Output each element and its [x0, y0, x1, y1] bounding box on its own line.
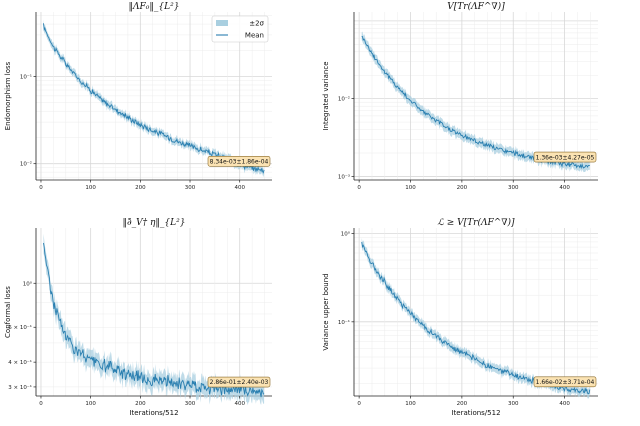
x-tick-label: 200 — [457, 185, 468, 191]
y-tick-label: 10⁻¹ — [20, 74, 32, 81]
x-tick-label: 300 — [185, 185, 196, 191]
x-tick-label: 200 — [457, 401, 468, 407]
y-axis-label: Endomorphism loss — [4, 61, 12, 130]
mean-line — [43, 242, 265, 398]
legend-label-band: ±2σ — [249, 20, 264, 28]
final-value-label: 1.66e-02±3.71e-04 — [536, 379, 595, 386]
final-value-box — [533, 151, 597, 163]
panel-title: ‖∂̄_V† η‖_{L²} — [123, 218, 186, 228]
y-tick-label: 10⁻³ — [338, 173, 350, 180]
x-tick-label: 100 — [405, 185, 416, 191]
band-2sigma — [361, 238, 590, 399]
panel-title: V[Tr(ΛF^∇)] — [447, 1, 505, 12]
y-axis-label: Integrated variance — [322, 61, 330, 130]
x-tick-label: 200 — [135, 185, 146, 191]
final-value-label: 2.86e-01±2.40e-03 — [210, 379, 269, 386]
panel-title: ‖ΛF₀‖_{L²} — [129, 2, 180, 12]
legend-label-mean: Mean — [245, 32, 264, 40]
y-tick-label: 3 × 10⁻¹ — [8, 384, 32, 391]
x-tick-label: 100 — [405, 401, 416, 407]
x-axis-label: Iterations/512 — [129, 409, 178, 417]
y-tick-label: 10⁻² — [20, 161, 32, 168]
final-value-label: 1.36e-03±4.27e-05 — [536, 154, 595, 161]
x-tick-label: 100 — [85, 185, 96, 191]
y-axis-label: Conformal loss — [4, 286, 12, 338]
y-tick-label: 10⁻¹ — [338, 319, 350, 326]
panel-integrated-variance: 0 100 200 300 400 10⁻³ 10⁻² V[Tr(ΛF^∇)] Integrat… — [322, 1, 598, 191]
final-value-box — [207, 376, 271, 388]
x-tick-label: 0 — [357, 185, 361, 191]
y-tick-label: 10⁰ — [23, 280, 33, 287]
band-2sigma — [361, 31, 590, 173]
panel-endomorphism-loss: 0 100 200 300 400 10⁻² 10⁻¹ ‖ΛF₀‖_{L²} Endomorph… — [4, 2, 272, 191]
x-tick-label: 300 — [508, 185, 519, 191]
x-tick-label: 100 — [85, 401, 96, 407]
y-tick-label: 4 × 10⁻¹ — [8, 359, 32, 366]
final-value-label: 8.34e-03±1.86e-04 — [210, 158, 269, 165]
x-tick-label: 200 — [135, 401, 146, 407]
x-tick-label: 0 — [357, 401, 361, 407]
y-axis-label: Variance upper bound — [322, 273, 330, 350]
x-tick-label: 0 — [39, 185, 43, 191]
panel-title: ℒ ≥ V[Tr(ΛF^∇)] — [437, 217, 515, 228]
x-tick-label: 0 — [39, 401, 43, 407]
x-axis-label: Iterations/512 — [451, 409, 500, 417]
y-tick-label: 10⁻² — [338, 96, 350, 103]
x-tick-label: 400 — [559, 401, 570, 407]
mean-line — [361, 242, 591, 395]
legend-band-swatch — [216, 20, 228, 26]
band-2sigma — [43, 19, 265, 177]
mean-line — [43, 23, 265, 174]
x-tick-label: 400 — [234, 185, 245, 191]
y-tick-label: 10⁰ — [341, 230, 351, 237]
y-tick-label: 6 × 10⁻¹ — [8, 324, 32, 331]
x-tick-label: 300 — [508, 401, 519, 407]
final-value-box — [207, 155, 271, 167]
x-tick-label: 300 — [185, 401, 196, 407]
x-tick-label: 400 — [234, 401, 245, 407]
x-tick-label: 400 — [559, 185, 570, 191]
final-value-box — [533, 376, 597, 388]
panel-conformal-loss: 0 100 200 300 400 3 × 10⁻¹ 4 × 10⁻¹ 6 × 10⁻¹ 10⁰… — [4, 218, 272, 417]
panel-variance-upper-bound: 0 100 200 300 400 10⁻¹ 10⁰ ℒ ≥ V[Tr(ΛF^∇)] Varia… — [322, 217, 598, 417]
